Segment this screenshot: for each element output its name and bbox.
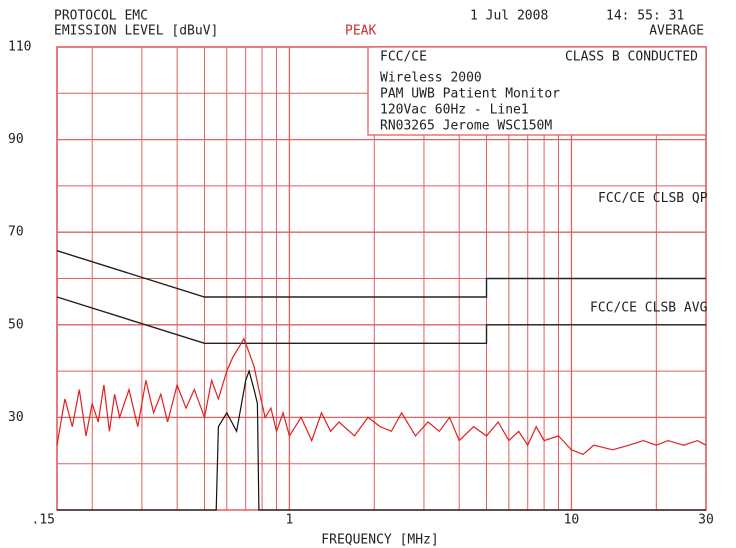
y-tick-label: 30 — [8, 410, 24, 425]
header-level: EMISSION LEVEL [dBuV] — [54, 24, 218, 39]
series-line — [57, 369, 706, 511]
limit-label: FCC/CE CLSB AVG — [590, 300, 708, 315]
header-detector: PEAK — [345, 24, 376, 39]
limit-label: FCC/CE CLSB QP — [598, 191, 708, 206]
y-tick-label: 90 — [8, 132, 24, 147]
info-line: PAM UWB Patient Monitor — [380, 87, 560, 102]
y-tick-label: 50 — [8, 317, 24, 332]
x-tick-label: 1 — [285, 513, 293, 528]
x-tick-label: 10 — [564, 513, 580, 528]
info-standard: FCC/CE — [380, 50, 427, 65]
x-tick-label: .15 — [32, 513, 55, 528]
y-tick-label: 110 — [8, 40, 31, 55]
header-mode: AVERAGE — [649, 24, 704, 39]
header-time: 14: 55: 31 — [606, 9, 684, 24]
x-axis-label: FREQUENCY [MHz] — [321, 533, 438, 548]
info-box — [367, 46, 707, 136]
series-line — [56, 337, 707, 456]
info-class: CLASS B CONDUCTED — [565, 50, 698, 65]
y-tick-label: 70 — [8, 225, 24, 240]
series-line — [56, 250, 706, 298]
info-line: Wireless 2000 — [380, 71, 482, 86]
series-line — [56, 296, 706, 344]
info-line: 120Vac 60Hz - Line1 — [380, 103, 529, 118]
header-date: 1 Jul 2008 — [470, 9, 548, 24]
header-protocol: PROTOCOL EMC — [54, 9, 148, 24]
x-tick-label: 30 — [698, 513, 714, 528]
info-line: RN03265 Jerome WSC150M — [380, 119, 552, 134]
